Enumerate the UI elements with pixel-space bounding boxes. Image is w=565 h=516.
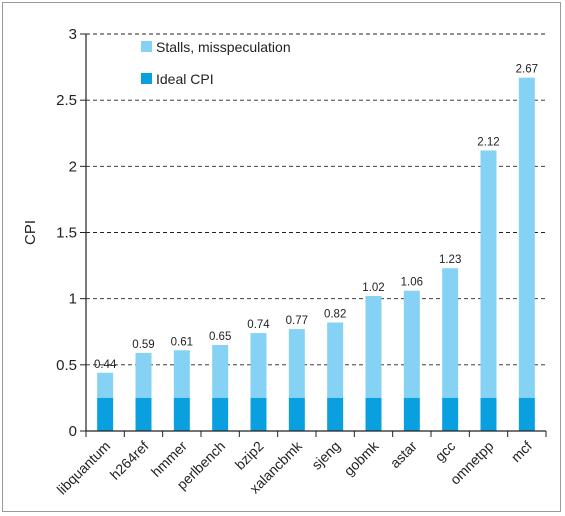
bar-value-label: 2.12 [477, 136, 499, 148]
y-tick-label: 2.5 [56, 92, 77, 109]
bar-ideal-gcc [442, 397, 459, 431]
bar-ideal-mcf [518, 397, 535, 431]
bar-stalls-gcc [442, 268, 459, 398]
x-category-label: bzip2 [232, 438, 267, 473]
bar-stalls-xalancbmk [288, 329, 305, 398]
bar-value-label: 0.44 [94, 359, 117, 371]
y-tick-label: 0.5 [56, 357, 77, 374]
bar-ideal-xalancbmk [288, 397, 305, 431]
bar-value-label: 1.23 [439, 254, 461, 266]
bar-ideal-astar [403, 397, 420, 431]
y-tick-label: 1 [69, 291, 77, 308]
legend-label-stalls: Stalls, misspeculation [156, 39, 291, 55]
bar-stalls-gobmk [365, 296, 382, 398]
y-tick-label: 1.5 [56, 225, 77, 242]
cpi-bar-chart: 0 0.5 1 1.5 2 2.5 3 CPI 0.44 libquantum 0.59 h264re… [22, 26, 547, 498]
y-tick-label: 2 [69, 158, 77, 175]
bar-stalls-omnetpp [480, 150, 497, 398]
bar-stalls-hmmer [173, 350, 190, 398]
legend-label-ideal: Ideal CPI [156, 71, 214, 87]
x-category-label: gobmk [341, 437, 383, 479]
bar-value-label: 0.77 [286, 315, 308, 327]
bar-value-label: 0.61 [171, 336, 193, 348]
bar-value-label: 0.59 [132, 339, 154, 351]
legend-swatch-stalls [141, 41, 152, 52]
bar-stalls-libquantum [97, 372, 114, 398]
bar-value-label: 0.65 [209, 331, 231, 343]
bar-value-label: 1.06 [401, 277, 423, 289]
bar-ideal-h264ref [135, 397, 152, 431]
bar-value-label: 1.02 [362, 282, 384, 294]
bar-stalls-h264ref [135, 352, 152, 398]
x-category-label: gcc [432, 438, 459, 465]
y-axis-label: CPI [22, 220, 39, 245]
bar-ideal-libquantum [97, 397, 114, 431]
x-category-label: astar [387, 438, 421, 472]
x-category-label: mcf [508, 438, 535, 465]
bar-stalls-astar [403, 290, 420, 398]
bar-value-label: 2.67 [516, 64, 538, 76]
bar-ideal-gobmk [365, 397, 382, 431]
x-category-label: h264ref [107, 438, 152, 483]
y-tick-label: 3 [69, 26, 77, 43]
bar-stalls-sjeng [327, 322, 344, 398]
bar-ideal-bzip2 [250, 397, 267, 431]
bar-stalls-perlbench [212, 344, 229, 398]
bar-ideal-perlbench [212, 397, 229, 431]
x-category-label: sjeng [308, 438, 343, 473]
chart-frame: 0 0.5 1 1.5 2 2.5 3 CPI 0.44 libquantum 0.59 h264re… [2, 2, 561, 512]
bar-ideal-omnetpp [480, 397, 497, 431]
bar-ideal-sjeng [327, 397, 344, 431]
x-category-label: libquantum [54, 438, 114, 498]
bar-ideal-hmmer [173, 397, 190, 431]
bar-value-label: 0.74 [247, 319, 270, 331]
bar-value-label: 0.82 [324, 308, 346, 320]
bar-stalls-bzip2 [250, 333, 267, 398]
y-tick-label: 0 [69, 423, 77, 440]
legend-swatch-ideal [141, 73, 152, 84]
bar-stalls-mcf [518, 77, 535, 398]
